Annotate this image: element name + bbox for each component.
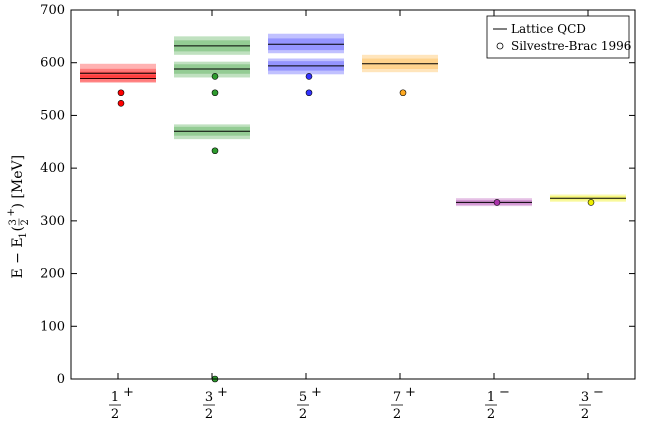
model-point bbox=[117, 100, 125, 107]
legend-circle-marker bbox=[496, 42, 504, 50]
error-band bbox=[174, 61, 250, 78]
x-tick-denominator: 2 bbox=[205, 407, 213, 422]
x-tick-denominator: 2 bbox=[299, 407, 307, 422]
error-band bbox=[174, 124, 250, 140]
y-axis-label: E − E1(3 2+) [MeV] bbox=[6, 155, 31, 279]
y-axis-label-subscript: 1 bbox=[18, 232, 29, 238]
x-tick-label: 1 2− bbox=[485, 385, 510, 422]
y-tick-label: 100 bbox=[40, 319, 65, 334]
x-tick-label: 7 2 + bbox=[391, 385, 416, 422]
x-tick-numerator: 7 bbox=[393, 390, 401, 405]
y-tick-label: 0 bbox=[57, 372, 65, 387]
model-point bbox=[211, 73, 219, 80]
y-axis-label-rest: ) [MeV] bbox=[10, 155, 26, 209]
y-axis-label-main: E − E bbox=[10, 237, 26, 278]
y-tick-label: 400 bbox=[40, 161, 65, 176]
x-tick-parity: − bbox=[499, 385, 510, 400]
error-band bbox=[268, 33, 344, 54]
error-band bbox=[268, 58, 344, 75]
legend-box bbox=[486, 15, 630, 59]
x-tick-parity: + bbox=[123, 385, 134, 400]
error-band bbox=[80, 71, 156, 83]
x-tick-parity: − bbox=[593, 385, 604, 400]
y-tick-label: 500 bbox=[40, 108, 65, 123]
x-tick-denominator: 2 bbox=[581, 407, 589, 422]
y-axis-label-paren-open: ( bbox=[10, 226, 26, 231]
x-tick-denominator: 2 bbox=[487, 407, 495, 422]
model-point bbox=[305, 89, 313, 97]
legend-entry-model: Silvestre-Brac 1996 bbox=[511, 39, 631, 53]
y-axis-label-fraction-den: 2 bbox=[20, 219, 31, 225]
model-point bbox=[587, 199, 595, 206]
plot-frame bbox=[70, 9, 636, 380]
x-tick-parity: + bbox=[311, 385, 322, 400]
plot-area bbox=[71, 33, 635, 383]
x-tick-label: 3 2 + bbox=[203, 385, 228, 422]
model-point bbox=[399, 89, 407, 97]
x-tick-label: 1 2 + bbox=[109, 385, 134, 422]
legend-entry-lattice: Lattice QCD bbox=[511, 22, 586, 36]
x-tick-numerator: 3 bbox=[581, 390, 589, 405]
x-tick-label: 5 2 + bbox=[297, 385, 322, 422]
x-tick-parity: + bbox=[405, 385, 416, 400]
x-tick-numerator: 1 bbox=[487, 390, 495, 405]
model-point bbox=[117, 89, 125, 97]
x-tick-denominator: 2 bbox=[111, 407, 119, 422]
x-tick-denominator: 2 bbox=[393, 407, 401, 422]
y-tick-label: 300 bbox=[40, 214, 65, 229]
x-tick-label: 3 2− bbox=[579, 385, 604, 422]
model-point bbox=[211, 89, 219, 97]
error-band bbox=[80, 63, 156, 79]
x-tick-parity: + bbox=[217, 385, 228, 400]
model-point bbox=[493, 199, 501, 206]
x-tick-numerator: 1 bbox=[111, 390, 119, 405]
y-tick-label: 200 bbox=[40, 267, 65, 282]
model-point bbox=[211, 147, 219, 155]
y-tick-label: 700 bbox=[40, 3, 65, 18]
x-tick-numerator: 3 bbox=[205, 390, 213, 405]
y-axis-label-fraction-num: 3 bbox=[8, 219, 19, 225]
y-axis-label-parity: + bbox=[6, 208, 17, 216]
model-point bbox=[305, 73, 313, 80]
legend: Lattice QCD Silvestre-Brac 1996 bbox=[486, 15, 631, 59]
y-tick-label: 600 bbox=[40, 56, 65, 71]
x-tick-numerator: 5 bbox=[299, 390, 307, 405]
